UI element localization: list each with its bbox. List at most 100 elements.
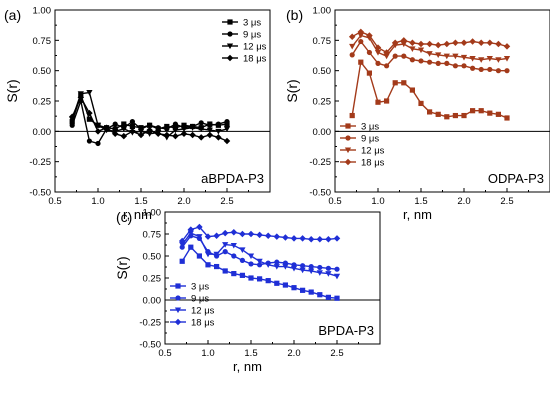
y-tick-label: -0.25 — [29, 157, 51, 168]
data-point — [221, 229, 229, 237]
chart-title: aBPDA-P3 — [201, 171, 264, 186]
series-4 — [178, 223, 341, 245]
data-point — [470, 65, 476, 71]
data-point — [495, 57, 502, 63]
x-tick-label: 2.5 — [220, 196, 233, 207]
data-point — [215, 134, 222, 141]
data-point — [129, 128, 136, 135]
data-point — [257, 276, 263, 282]
data-point — [418, 100, 424, 107]
data-point — [495, 40, 502, 48]
data-point — [461, 63, 467, 69]
data-point — [196, 223, 203, 231]
data-point — [274, 280, 280, 286]
data-point — [308, 263, 314, 270]
data-point — [248, 275, 254, 281]
legend-marker — [227, 31, 233, 37]
data-point — [172, 132, 179, 140]
data-point — [349, 112, 355, 119]
data-point — [374, 44, 382, 51]
data-point — [308, 268, 315, 275]
data-point — [239, 247, 246, 253]
data-point — [435, 111, 441, 117]
data-point — [348, 33, 356, 40]
data-point — [325, 271, 332, 277]
data-point — [137, 128, 145, 135]
data-point — [299, 235, 306, 242]
data-point — [189, 125, 196, 131]
data-point — [264, 232, 272, 240]
data-point — [504, 68, 510, 74]
data-point — [213, 232, 220, 240]
data-point — [256, 231, 263, 239]
x-tick-label: 1.5 — [134, 196, 147, 207]
data-point — [214, 263, 220, 270]
legend-marker — [174, 318, 182, 326]
data-point — [103, 124, 110, 131]
data-point — [308, 289, 314, 295]
data-point — [204, 251, 212, 258]
data-point — [307, 236, 315, 243]
data-point — [247, 230, 255, 238]
data-point — [222, 268, 228, 274]
data-point — [207, 122, 213, 128]
data-point — [111, 130, 119, 138]
data-point — [77, 94, 85, 101]
chart-panel-2: -0.50 -0.25 0.00 0.25 0.50 0.75 1.00 0.5 1.0 1.5 2… — [284, 6, 550, 222]
series-3 — [179, 230, 341, 280]
y-tick-label: 1.00 — [33, 6, 52, 17]
legend-entry: 18 μs — [243, 54, 267, 65]
data-point — [204, 233, 212, 240]
series-4 — [68, 94, 231, 145]
data-point — [409, 46, 416, 52]
data-point — [230, 242, 237, 249]
y-tick-label: 0.25 — [33, 97, 52, 108]
legend-marker — [226, 43, 234, 50]
data-point — [477, 39, 485, 47]
data-point — [349, 52, 355, 58]
x-tick-label: 2.0 — [177, 196, 190, 207]
y-tick-label: 0.75 — [33, 36, 52, 47]
data-point — [273, 233, 281, 240]
data-point — [94, 122, 102, 129]
data-point — [222, 242, 229, 248]
y-tick-label: 0.00 — [33, 127, 52, 138]
data-point — [163, 131, 171, 139]
y-tick-label: 0.50 — [33, 66, 52, 77]
data-point — [374, 49, 382, 56]
data-point — [179, 242, 186, 248]
x-tick-label: 2.0 — [457, 196, 470, 207]
data-point — [334, 295, 340, 301]
series-2 — [349, 38, 510, 74]
data-point — [213, 251, 220, 258]
data-point — [180, 130, 188, 138]
data-point — [155, 125, 161, 131]
data-point — [418, 58, 424, 64]
y-tick-label: 0.25 — [313, 97, 332, 108]
data-point — [478, 66, 484, 73]
data-point — [120, 126, 127, 133]
panel-label: (c) — [116, 209, 132, 225]
data-point — [180, 126, 188, 133]
panel-label: (a) — [4, 7, 21, 23]
data-point — [256, 258, 263, 265]
data-point — [392, 53, 398, 59]
data-point — [187, 226, 195, 233]
y-tick-label: -0.50 — [29, 188, 51, 199]
data-point — [247, 253, 255, 260]
data-point — [503, 43, 511, 50]
data-point — [129, 123, 135, 130]
data-point — [358, 38, 364, 45]
data-point — [504, 115, 510, 121]
data-point — [94, 128, 102, 135]
y-tick-label: 0.00 — [313, 127, 332, 138]
data-point — [383, 49, 390, 56]
data-point — [478, 108, 484, 114]
x-tick-label: 1.0 — [91, 196, 104, 207]
data-point — [409, 39, 416, 47]
data-point — [427, 109, 433, 115]
data-point — [460, 39, 468, 47]
data-point — [375, 60, 381, 66]
